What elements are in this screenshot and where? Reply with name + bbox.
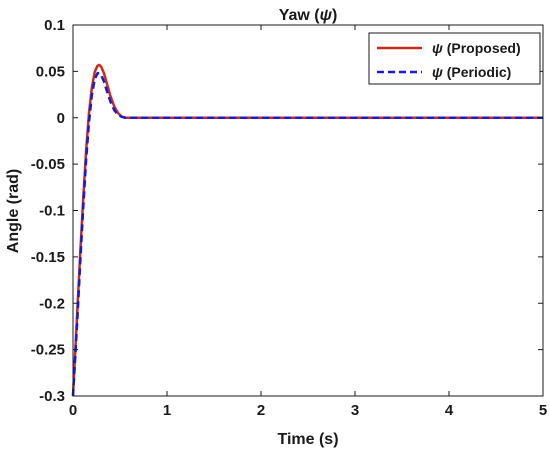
legend-box <box>368 32 541 85</box>
y-tick-label: -0.05 <box>31 156 65 173</box>
x-tick-label: 2 <box>257 402 265 419</box>
y-tick-label: -0.25 <box>31 342 65 359</box>
x-tick-label: 0 <box>69 402 77 419</box>
y-tick-label: -0.2 <box>39 295 65 312</box>
y-tick-label: 0 <box>57 110 65 127</box>
series-layer <box>71 63 543 397</box>
axes-layer: 0 1 2 3 4 5 0.1 0.05 0 -0.05 -0.1 -0.15 -0.2 -0.25 -0.… <box>31 17 547 419</box>
legend-label-proposed: ψ (Proposed) <box>432 40 521 56</box>
y-tick-label: -0.3 <box>39 388 65 405</box>
legend: ψ (Proposed) ψ (Periodic) <box>368 32 541 85</box>
series-line-proposed <box>71 63 543 397</box>
x-tick-label: 5 <box>539 402 547 419</box>
x-axis-label: Time (s) <box>277 431 338 448</box>
plot-area <box>73 25 543 396</box>
y-tick-label: 0.05 <box>36 63 65 80</box>
y-tick-label: 0.1 <box>44 17 65 34</box>
x-tick-label: 1 <box>163 402 171 419</box>
y-axis-label: Angle (rad) <box>5 169 22 253</box>
series-line-periodic <box>71 71 543 397</box>
legend-label-periodic: ψ (Periodic) <box>432 64 511 80</box>
plot-background <box>73 25 543 396</box>
x-tick-label: 4 <box>445 402 454 419</box>
chart-title: Yaw (ψ) <box>279 7 338 24</box>
y-tick-label: -0.1 <box>39 203 65 220</box>
x-tick-label: 3 <box>351 402 359 419</box>
y-tick-label: -0.15 <box>31 249 65 266</box>
